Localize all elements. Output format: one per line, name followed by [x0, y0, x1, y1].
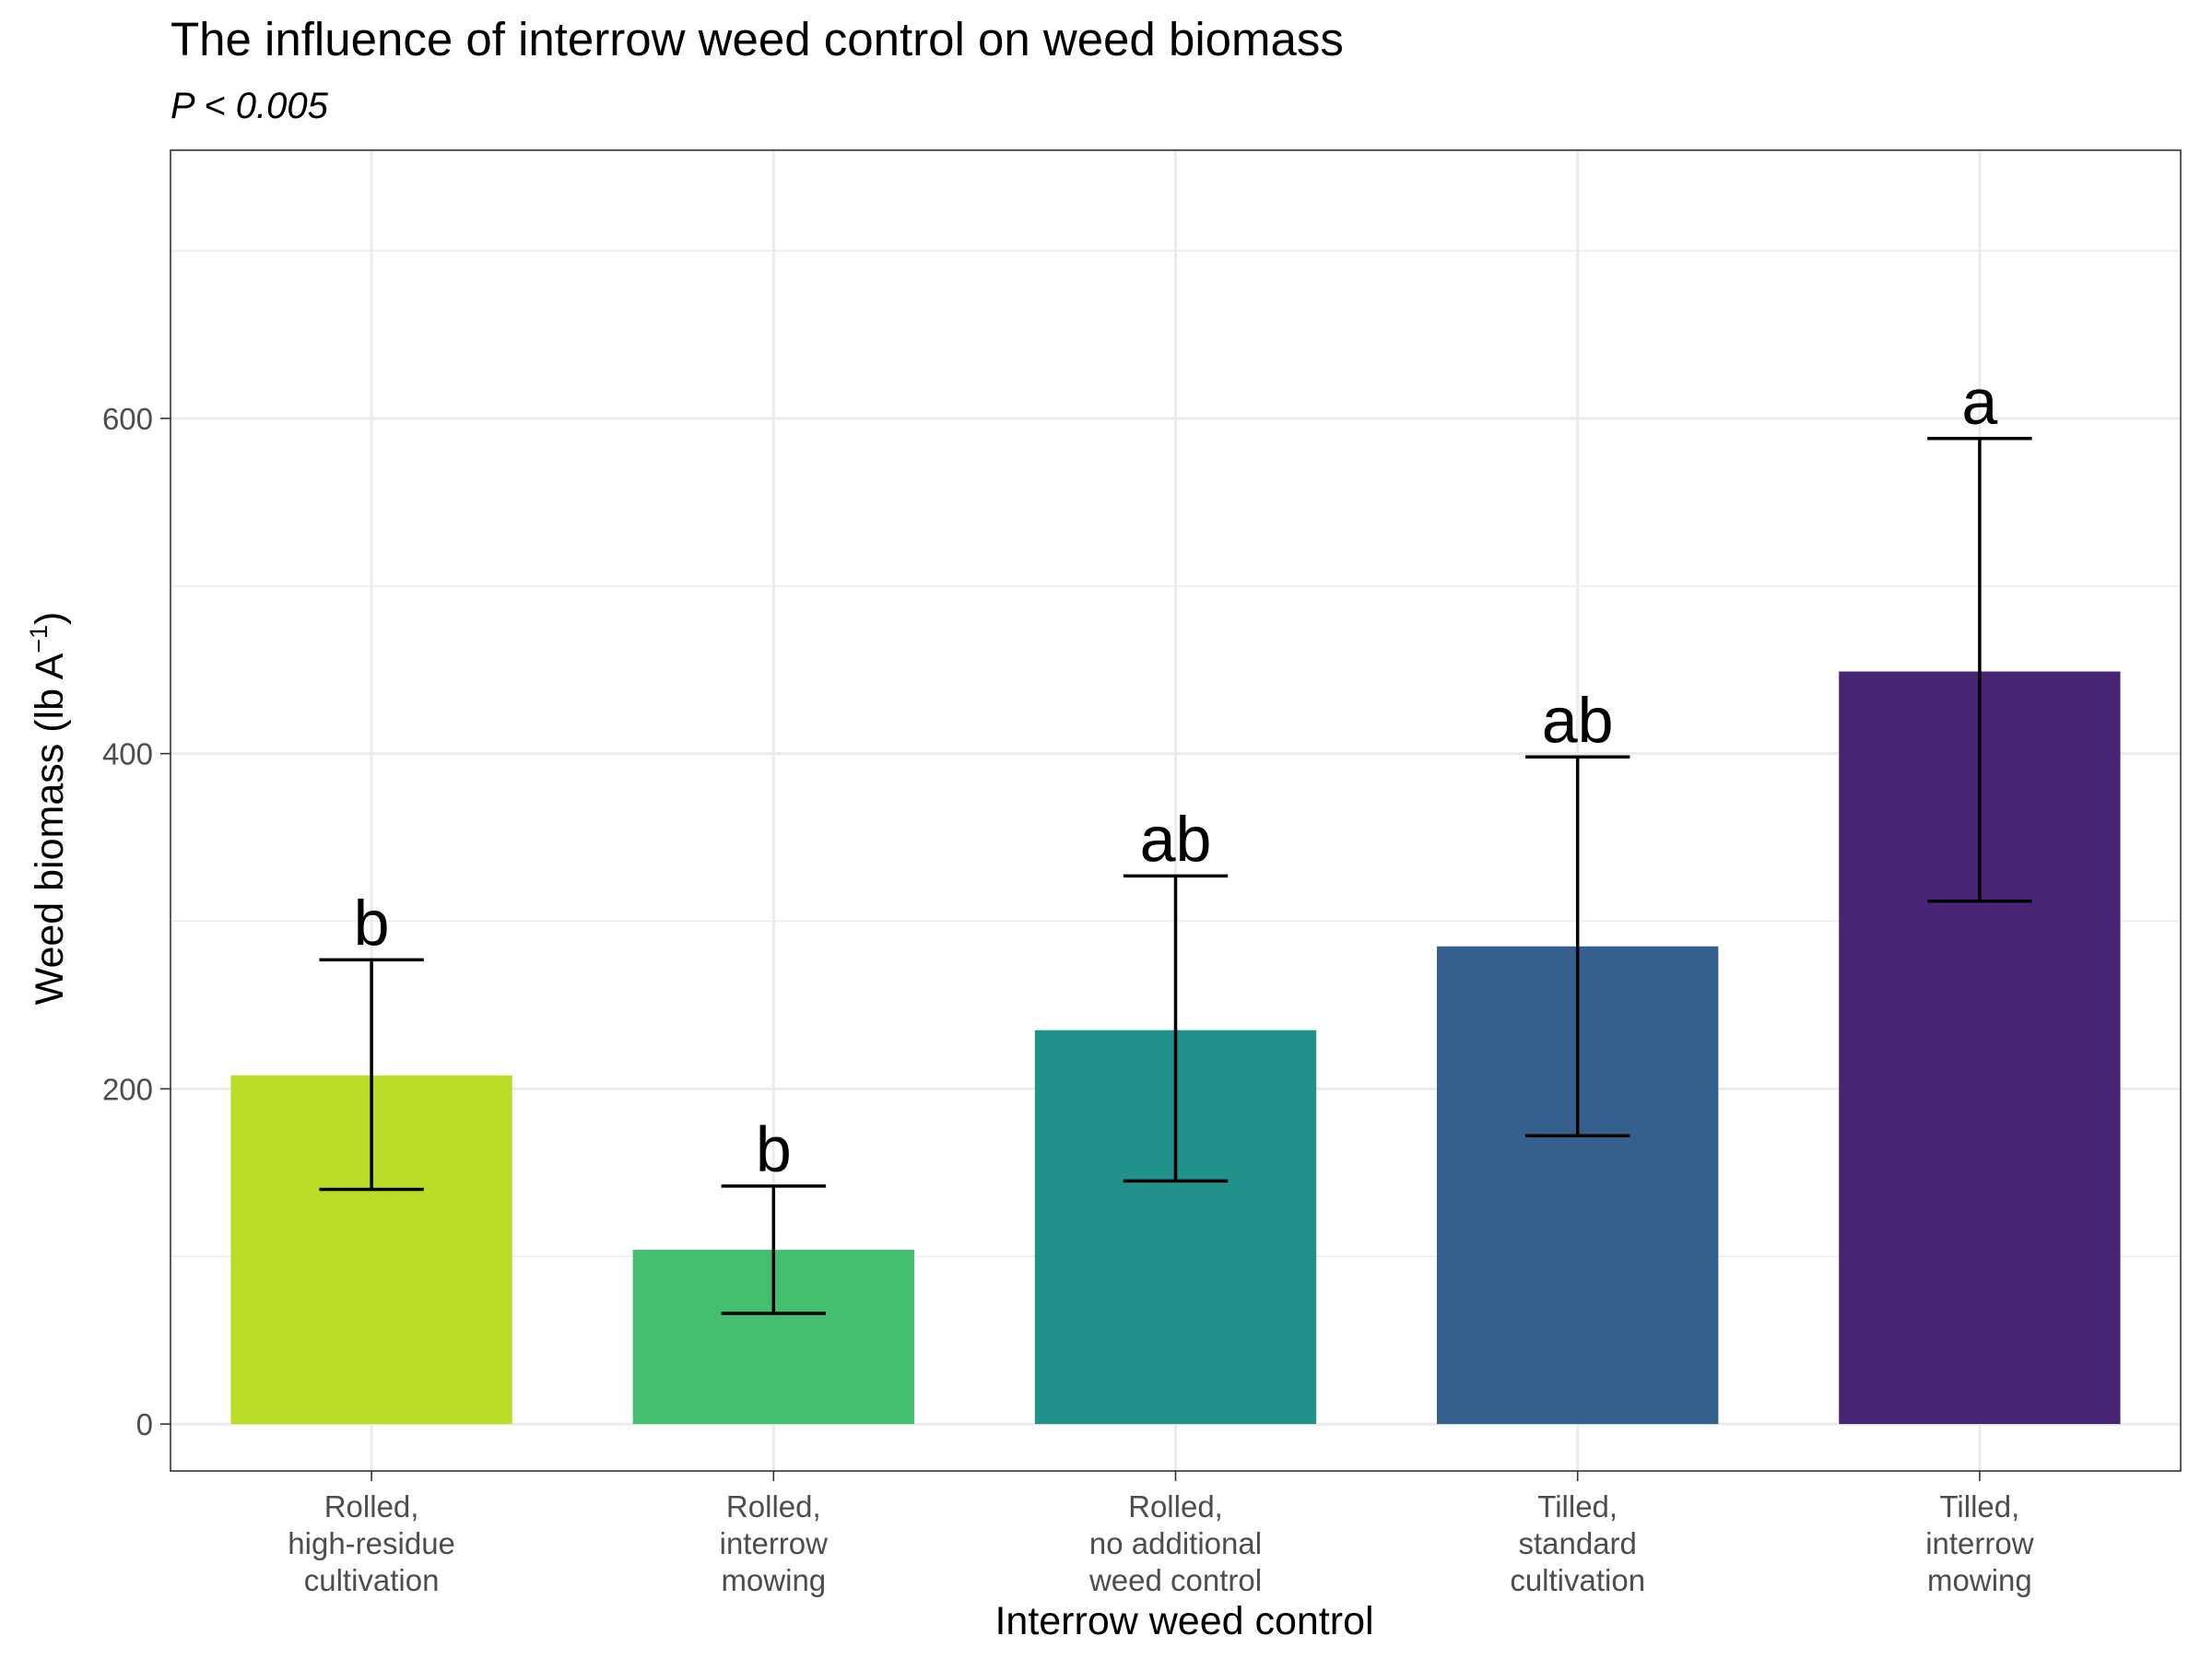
error-bars	[319, 437, 2032, 1315]
x-tick-label-line: weed control	[1088, 1563, 1262, 1597]
x-tick-label-line: Rolled,	[1128, 1489, 1223, 1524]
significance-letter: b	[756, 1113, 792, 1185]
x-tick-label-line: Rolled,	[726, 1489, 821, 1524]
y-axis-title-superscript: −1	[25, 625, 53, 653]
y-axis-title-suffix: )	[28, 612, 72, 625]
y-tick-label: 600	[102, 402, 153, 436]
x-tick-label-line: interrow	[720, 1526, 829, 1560]
x-tick-label-line: standard	[1518, 1526, 1636, 1560]
y-axis-title: Weed biomass (lb A−1)	[25, 612, 72, 1006]
x-axis-title: Interrow weed control	[994, 1599, 1373, 1643]
x-tick-label-line: cultivation	[1510, 1563, 1645, 1597]
x-tick-label-line: mowing	[1927, 1563, 2032, 1597]
significance-letter: b	[354, 887, 390, 959]
x-tick-label: Rolled, no additional weed control	[1088, 1489, 1262, 1597]
x-tick-label-line: Rolled,	[324, 1489, 419, 1524]
significance-letters: b b ab ab a	[354, 366, 1998, 1185]
x-tick-label: Tilled, standard cultivation	[1510, 1489, 1645, 1597]
chart-subtitle: P < 0.005	[171, 86, 329, 126]
significance-letter: a	[1961, 366, 1997, 438]
significance-letter: ab	[1542, 684, 1614, 756]
y-tick-label: 0	[136, 1407, 153, 1441]
y-axis-title-main: Weed biomass (lb A	[28, 653, 72, 1005]
x-tick-label-line: high-residue	[288, 1526, 455, 1560]
x-tick-label-line: no additional	[1089, 1526, 1262, 1560]
x-tick-label-line: Tilled,	[1537, 1489, 1618, 1524]
y-axis-ticks: 0 200 400 600	[102, 402, 171, 1441]
significance-letter: ab	[1140, 803, 1212, 875]
y-tick-label: 200	[102, 1072, 153, 1106]
x-tick-label: Rolled, high-residue cultivation	[288, 1489, 455, 1597]
x-tick-label: Rolled, interrow mowing	[720, 1489, 829, 1597]
x-tick-label-line: mowing	[721, 1563, 826, 1597]
x-tick-label: Tilled, interrow mowing	[1925, 1489, 2034, 1597]
x-tick-label-line: Tilled,	[1939, 1489, 2019, 1524]
y-tick-label: 400	[102, 737, 153, 771]
x-tick-label-line: cultivation	[304, 1563, 440, 1597]
chart-title: The influence of interrow weed control o…	[171, 13, 1344, 65]
x-tick-label-line: interrow	[1925, 1526, 2034, 1560]
